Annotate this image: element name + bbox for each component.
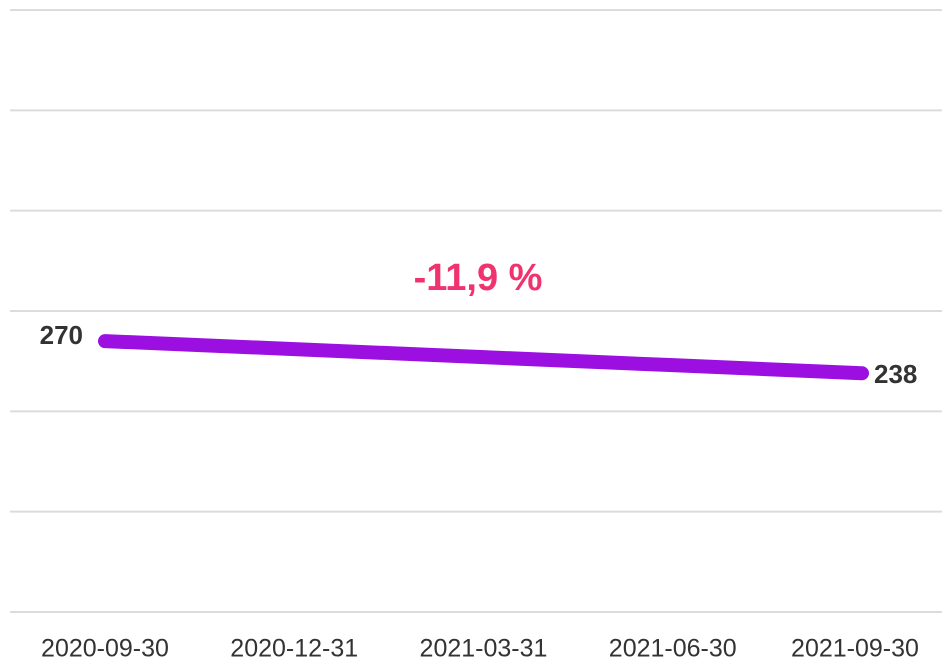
x-tick-label: 2020-12-31 [230,635,358,663]
change-annotation: -11,9 % [414,257,543,299]
x-tick-label: 2020-09-30 [41,635,169,663]
x-tick-label: 2021-03-31 [420,635,548,663]
data-label: 238 [874,359,917,389]
x-tick-label: 2021-09-30 [791,635,919,663]
data-label: 270 [40,320,83,350]
data-line [98,334,869,381]
x-tick-label: 2021-06-30 [609,635,737,663]
